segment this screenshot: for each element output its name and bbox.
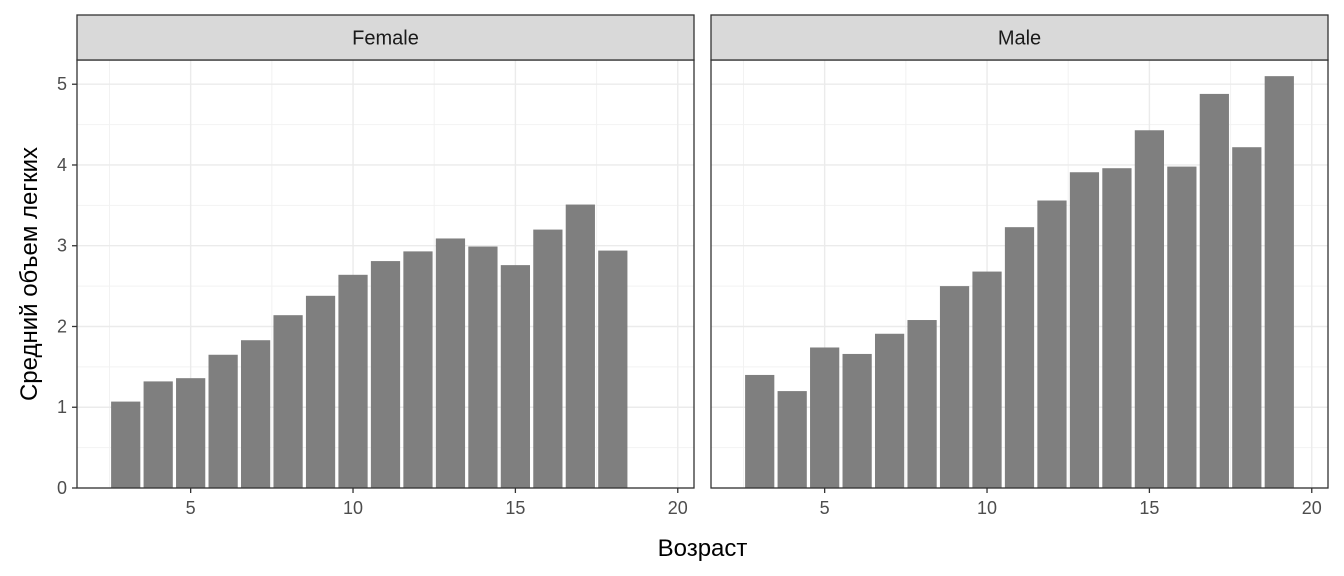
bar (403, 251, 433, 488)
x-tick-label: 20 (668, 498, 688, 518)
bar (208, 354, 238, 488)
x-tick-label: 5 (820, 498, 830, 518)
bar (565, 204, 595, 488)
bar (1102, 168, 1132, 489)
strip-background (76, 14, 695, 61)
bar (533, 229, 563, 488)
y-tick-label: 5 (57, 74, 67, 94)
strip-label: Male (998, 28, 1041, 50)
bar (143, 381, 173, 488)
y-tick-label: 4 (57, 155, 67, 175)
x-tick-label: 15 (1139, 498, 1159, 518)
y-tick-label: 1 (57, 397, 67, 417)
bar (435, 238, 466, 488)
bar (273, 315, 303, 488)
bar (1264, 76, 1294, 488)
x-tick-label: 15 (505, 498, 525, 518)
strip-background (710, 14, 1329, 61)
bar (939, 286, 970, 488)
bar (468, 246, 498, 488)
bar (1134, 130, 1165, 489)
bar (111, 401, 141, 488)
x-tick-label: 10 (343, 498, 363, 518)
bar (972, 271, 1002, 488)
bar (1199, 93, 1229, 488)
y-axis-title: Средний объем легких (16, 147, 43, 401)
bar (240, 340, 271, 488)
bar (338, 274, 368, 488)
x-tick-label: 20 (1302, 498, 1322, 518)
bar (1167, 166, 1197, 488)
bar (1069, 172, 1100, 488)
y-tick-label: 2 (57, 316, 67, 336)
y-tick-label: 3 (57, 236, 67, 256)
strip-label: Female (352, 28, 419, 50)
x-axis-title: Возраст (658, 535, 748, 562)
bar (1004, 227, 1035, 488)
bar (1232, 147, 1262, 488)
bar (810, 347, 840, 488)
bar (777, 391, 807, 488)
bar (500, 265, 531, 488)
bar (305, 295, 336, 488)
bar (1037, 200, 1067, 488)
bar (745, 374, 775, 488)
bar (874, 333, 905, 488)
bar (370, 261, 401, 488)
bar (842, 353, 872, 488)
bar (598, 250, 628, 488)
panel-female: Female 5 10 15 20 (76, 14, 695, 518)
x-tick-label: 10 (977, 498, 997, 518)
x-tick-label: 5 (186, 498, 196, 518)
bar (176, 378, 206, 488)
panel-male: Male 5 10 15 20 (710, 14, 1329, 518)
y-tick-label: 0 (57, 478, 67, 498)
bar (907, 320, 937, 488)
